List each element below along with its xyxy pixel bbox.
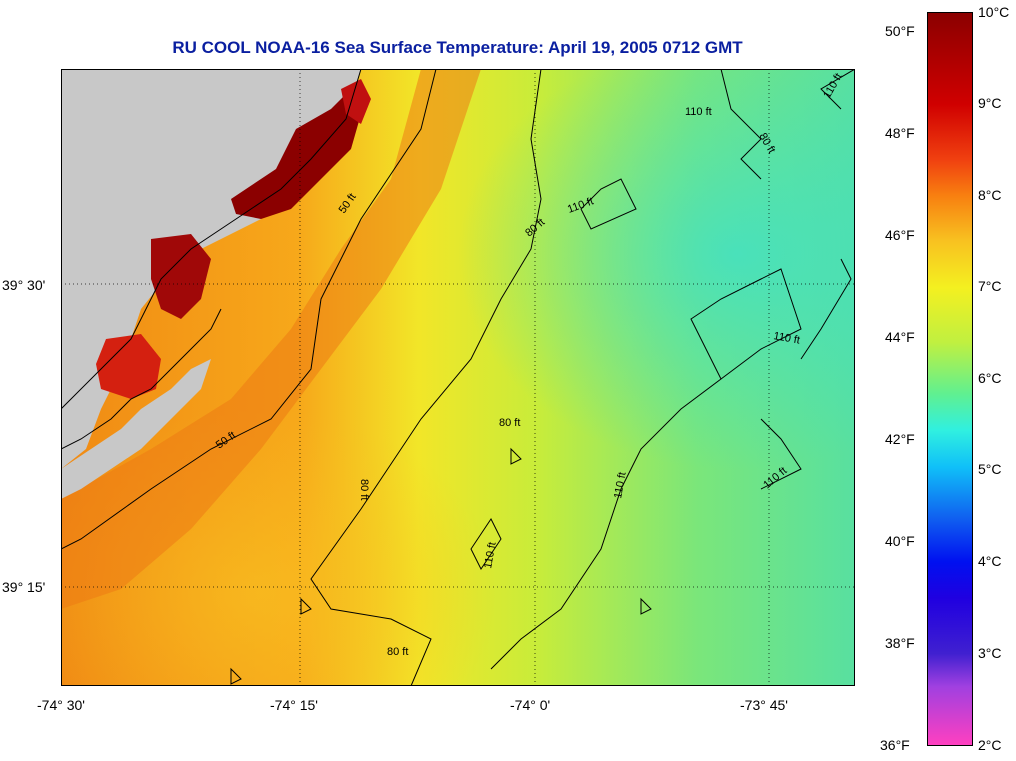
fahrenheit-label: 48°F bbox=[885, 125, 915, 141]
fahrenheit-label: 50°F bbox=[885, 23, 915, 39]
contour-label: 80 ft bbox=[358, 479, 370, 500]
lon-tick-label: -74° 30' bbox=[37, 697, 85, 713]
fahrenheit-label: 42°F bbox=[885, 431, 915, 447]
lat-tick-label: 39° 15' bbox=[2, 579, 46, 595]
contour-label: 80 ft bbox=[387, 646, 408, 658]
lat-tick-label: 39° 30' bbox=[2, 277, 46, 293]
graticule bbox=[61, 69, 855, 686]
fahrenheit-label: 40°F bbox=[885, 533, 915, 549]
celsius-label: 8°C bbox=[978, 187, 1002, 203]
contour-label: 110 ft bbox=[772, 330, 800, 346]
coastal-warm-band bbox=[61, 69, 481, 609]
celsius-label: 2°C bbox=[978, 737, 1002, 753]
warm-bay-north bbox=[231, 89, 361, 219]
celsius-label: 5°C bbox=[978, 461, 1002, 477]
coastline bbox=[61, 69, 362, 450]
warm-bay-south bbox=[96, 334, 161, 399]
celsius-label: 3°C bbox=[978, 645, 1002, 661]
fahrenheit-label: 44°F bbox=[885, 329, 915, 345]
sst-map: 110 ft 80 ft 110 ft 80 ft 50 ft 110 ft 8… bbox=[61, 69, 855, 686]
celsius-label: 4°C bbox=[978, 553, 1002, 569]
lon-tick-label: -74° 15' bbox=[270, 697, 318, 713]
map-title: RU COOL NOAA-16 Sea Surface Temperature:… bbox=[172, 38, 743, 57]
contour-label: 110 ft bbox=[685, 106, 712, 118]
map-frame bbox=[61, 69, 855, 686]
temperature-colorbar bbox=[927, 12, 973, 746]
contour-label: 80 ft bbox=[499, 417, 520, 429]
bathymetry-contours bbox=[61, 69, 855, 686]
contour-label: 110 ft bbox=[612, 471, 628, 499]
contour-label: 110 ft bbox=[482, 541, 498, 569]
celsius-label: 6°C bbox=[978, 370, 1002, 386]
fahrenheit-label: 46°F bbox=[885, 227, 915, 243]
celsius-label: 7°C bbox=[978, 278, 1002, 294]
land-peninsula bbox=[61, 359, 211, 499]
warm-bay-edge bbox=[341, 79, 371, 124]
lon-tick-label: -74° 0' bbox=[510, 697, 551, 713]
lon-tick-label: -73° 45' bbox=[740, 697, 788, 713]
fahrenheit-label: 36°F bbox=[880, 737, 910, 753]
celsius-label: 9°C bbox=[978, 95, 1002, 111]
celsius-label: 10°C bbox=[978, 4, 1010, 20]
warm-bay-middle bbox=[151, 234, 211, 319]
fahrenheit-label: 38°F bbox=[885, 635, 915, 651]
